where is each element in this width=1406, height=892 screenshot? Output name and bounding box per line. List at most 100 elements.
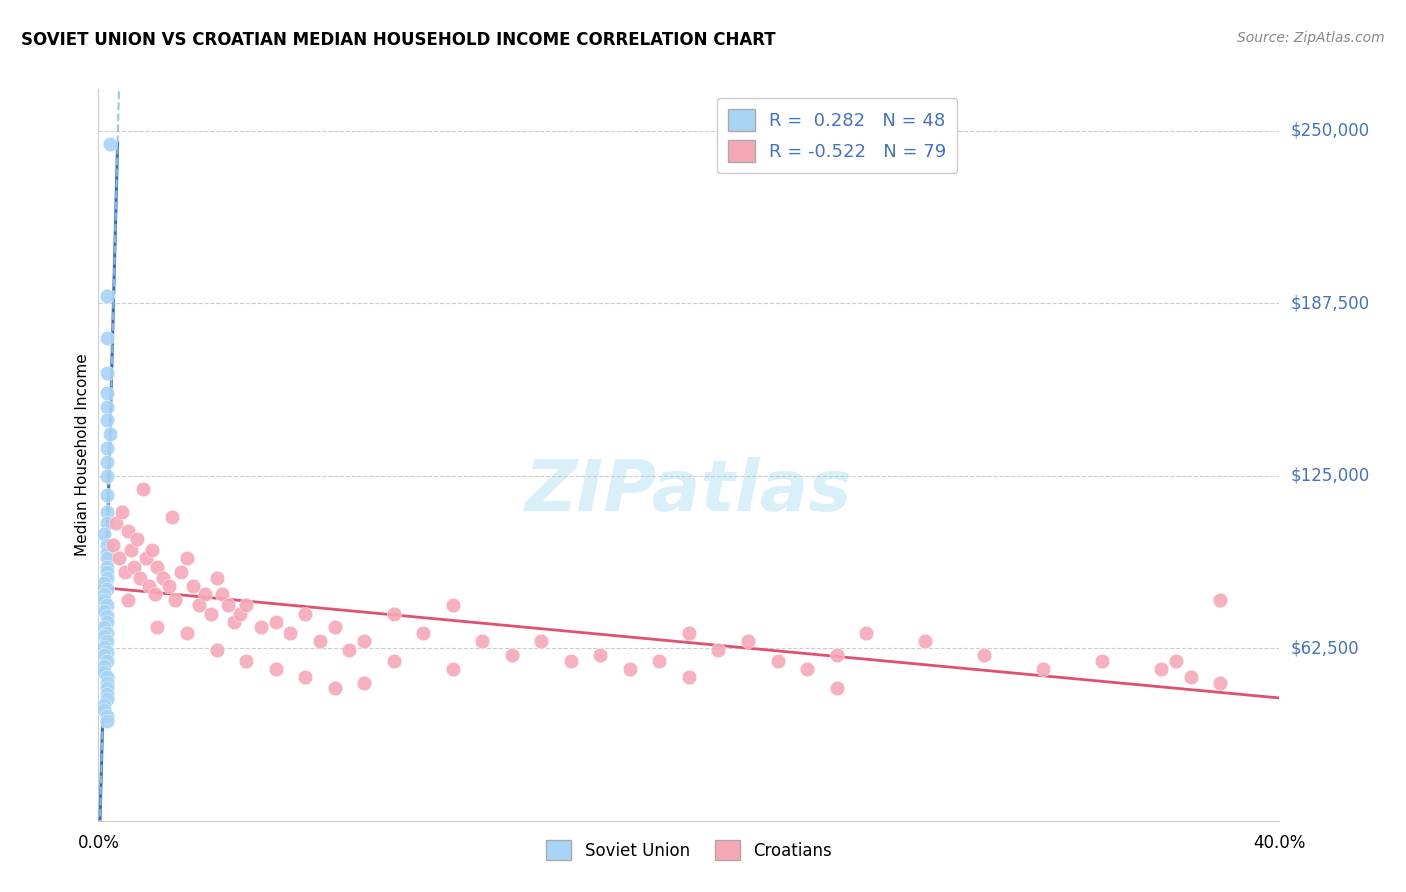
Point bbox=[211, 587, 233, 601]
Point bbox=[162, 510, 183, 524]
Point bbox=[96, 413, 118, 427]
Point bbox=[323, 681, 346, 695]
Point bbox=[96, 654, 118, 668]
Point bbox=[766, 654, 789, 668]
Point bbox=[120, 543, 142, 558]
Text: SOVIET UNION VS CROATIAN MEDIAN HOUSEHOLD INCOME CORRELATION CHART: SOVIET UNION VS CROATIAN MEDIAN HOUSEHOL… bbox=[21, 31, 776, 49]
Point bbox=[132, 483, 155, 497]
Point bbox=[93, 576, 115, 591]
Point bbox=[973, 648, 995, 662]
Text: $125,000: $125,000 bbox=[1291, 467, 1369, 484]
Point bbox=[93, 665, 115, 679]
Point bbox=[93, 703, 115, 717]
Point bbox=[1164, 654, 1187, 668]
Point bbox=[128, 571, 150, 585]
Point bbox=[98, 137, 121, 152]
Point bbox=[138, 579, 160, 593]
Point bbox=[93, 640, 115, 654]
Point bbox=[648, 654, 671, 668]
Point bbox=[235, 654, 257, 668]
Point bbox=[96, 571, 118, 585]
Point bbox=[176, 626, 198, 640]
Point bbox=[157, 579, 180, 593]
Point bbox=[353, 675, 375, 690]
Point bbox=[93, 698, 115, 712]
Point bbox=[96, 330, 118, 344]
Point bbox=[96, 538, 118, 552]
Point bbox=[96, 441, 118, 455]
Point bbox=[96, 714, 118, 729]
Point bbox=[103, 538, 125, 552]
Point bbox=[501, 648, 523, 662]
Point bbox=[235, 599, 257, 613]
Point bbox=[530, 634, 553, 648]
Point bbox=[143, 587, 166, 601]
Point bbox=[194, 587, 217, 601]
Point bbox=[1209, 675, 1232, 690]
Point bbox=[353, 634, 375, 648]
Point bbox=[250, 620, 273, 634]
Point bbox=[337, 642, 360, 657]
Point bbox=[96, 645, 118, 659]
Point bbox=[135, 551, 157, 566]
Point bbox=[96, 670, 118, 684]
Point bbox=[707, 642, 730, 657]
Point bbox=[111, 504, 134, 518]
Point bbox=[117, 524, 139, 538]
Point bbox=[93, 659, 115, 673]
Point bbox=[1180, 670, 1202, 684]
Point bbox=[796, 662, 818, 676]
Point bbox=[176, 551, 198, 566]
Point bbox=[205, 571, 228, 585]
Point bbox=[914, 634, 936, 648]
Point bbox=[96, 516, 118, 530]
Point bbox=[309, 634, 332, 648]
Text: $250,000: $250,000 bbox=[1291, 121, 1369, 140]
Point bbox=[96, 566, 118, 580]
Point bbox=[98, 427, 121, 442]
Point bbox=[165, 592, 187, 607]
Point bbox=[1209, 592, 1232, 607]
Point bbox=[96, 582, 118, 596]
Point bbox=[737, 634, 759, 648]
Point bbox=[125, 532, 148, 546]
Text: $62,500: $62,500 bbox=[1291, 640, 1360, 657]
Point bbox=[217, 599, 239, 613]
Point bbox=[96, 488, 118, 502]
Point bbox=[93, 592, 115, 607]
Point bbox=[96, 559, 118, 574]
Point bbox=[855, 626, 877, 640]
Point bbox=[278, 626, 302, 640]
Point bbox=[96, 692, 118, 706]
Point bbox=[122, 559, 145, 574]
Point bbox=[323, 620, 346, 634]
Point bbox=[229, 607, 252, 621]
Point bbox=[294, 607, 316, 621]
Point bbox=[264, 662, 287, 676]
Point bbox=[96, 400, 118, 414]
Text: Source: ZipAtlas.com: Source: ZipAtlas.com bbox=[1237, 31, 1385, 45]
Point bbox=[1091, 654, 1114, 668]
Point bbox=[96, 468, 118, 483]
Point bbox=[441, 662, 464, 676]
Point bbox=[93, 526, 115, 541]
Point bbox=[96, 599, 118, 613]
Point bbox=[93, 620, 115, 634]
Point bbox=[382, 654, 405, 668]
Text: ZIPatlas: ZIPatlas bbox=[526, 457, 852, 526]
Text: $187,500: $187,500 bbox=[1291, 294, 1369, 312]
Point bbox=[187, 599, 209, 613]
Point bbox=[146, 620, 169, 634]
Point bbox=[96, 504, 118, 518]
Point bbox=[264, 615, 287, 629]
Y-axis label: Median Household Income: Median Household Income bbox=[75, 353, 90, 557]
Point bbox=[141, 543, 163, 558]
Point bbox=[96, 609, 118, 624]
Point bbox=[114, 566, 136, 580]
Point bbox=[93, 629, 115, 643]
Point bbox=[382, 607, 405, 621]
Point bbox=[93, 587, 115, 601]
Point bbox=[96, 546, 118, 560]
Point bbox=[170, 566, 193, 580]
Point bbox=[560, 654, 582, 668]
